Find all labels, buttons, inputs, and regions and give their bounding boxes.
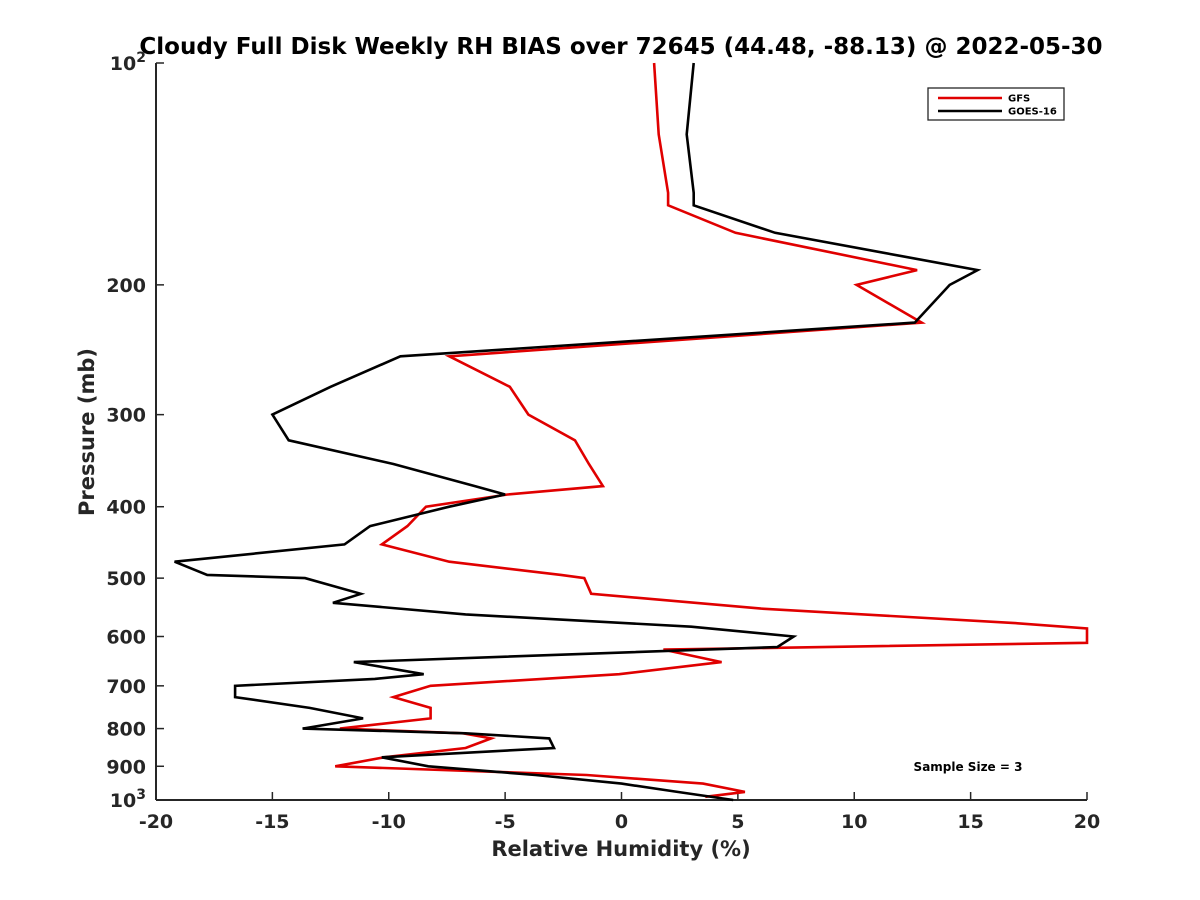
x-tick-label: 15 xyxy=(957,811,983,833)
x-tick-label: 20 xyxy=(1074,811,1100,833)
y-tick-label: 400 xyxy=(106,497,146,519)
y-tick-label: 700 xyxy=(106,676,146,698)
x-axis-label: Relative Humidity (%) xyxy=(491,837,750,861)
legend-label-gfs: GFS xyxy=(1008,94,1030,105)
y-tick-label: 600 xyxy=(106,626,146,648)
x-tick-label: -20 xyxy=(139,811,173,833)
y-tick-label: 900 xyxy=(106,756,146,778)
chart-title: Cloudy Full Disk Weekly RH BIAS over 726… xyxy=(139,34,1102,60)
y-tick-label: 102 xyxy=(110,50,146,75)
x-ticks: -20 -15 -10 -5 0 5 10 15 20 xyxy=(139,792,1100,833)
y-axis-label: Pressure (mb) xyxy=(75,348,99,516)
legend-box xyxy=(927,87,1065,121)
series-line-goes16 xyxy=(174,62,982,802)
x-tick-label: 5 xyxy=(731,811,744,833)
legend: GFS GOES-16 xyxy=(927,87,1065,121)
x-tick-label: 10 xyxy=(841,811,867,833)
y-tick-label: 500 xyxy=(106,568,146,590)
x-tick-label: -10 xyxy=(372,811,406,833)
series-line-gfs xyxy=(334,62,1089,799)
legend-label-goes16: GOES-16 xyxy=(1008,107,1057,118)
x-tick-label: -5 xyxy=(495,811,516,833)
x-tick-label: -15 xyxy=(255,811,289,833)
y-tick-label: 800 xyxy=(106,719,146,741)
series-layer xyxy=(174,62,1089,802)
sample-size-annotation: Sample Size = 3 xyxy=(914,760,1023,774)
y-ticks: 102 200 300 400 500 600 700 800 900 103 xyxy=(106,50,164,812)
x-tick-label: 0 xyxy=(615,811,628,833)
y-tick-label: 300 xyxy=(106,405,146,427)
y-tick-label: 200 xyxy=(106,275,146,297)
plot-area: -20 -15 -10 -5 0 5 10 15 20 102 200 300 400 500 600 70… xyxy=(106,50,1100,833)
y-tick-label: 103 xyxy=(110,787,146,812)
